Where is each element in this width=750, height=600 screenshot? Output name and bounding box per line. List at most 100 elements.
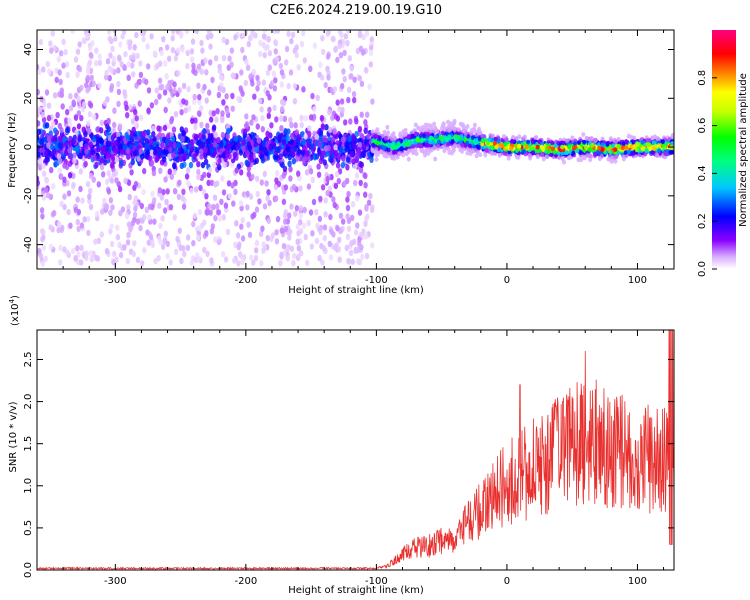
heatmap-cell: [597, 145, 602, 151]
heatmap-cell: [483, 152, 488, 158]
heatmap-cell: [265, 141, 270, 148]
heatmap-cell: [236, 260, 241, 267]
heatmap-cell: [135, 52, 140, 59]
heatmap-cell: [621, 156, 626, 162]
heatmap-cell: [44, 177, 49, 184]
heatmap-cell: [474, 132, 479, 138]
heatmap-cell: [335, 99, 340, 106]
heatmap-cell: [240, 217, 245, 224]
heatmap-cell: [179, 147, 185, 155]
heatmap-cell: [258, 50, 263, 58]
heatmap-cell: [199, 148, 204, 155]
heatmap-cell: [238, 85, 243, 92]
heatmap-cell: [51, 120, 56, 128]
heatmap-cell: [175, 235, 180, 243]
heatmap-cell: [90, 40, 95, 47]
heatmap-cell: [279, 115, 284, 122]
heatmap-cell: [256, 79, 261, 87]
heatmap-cell: [650, 150, 655, 155]
heatmap-cell: [251, 68, 257, 76]
heatmap-cell: [119, 160, 124, 167]
heatmap-cell: [61, 62, 66, 69]
heatmap-cell: [304, 169, 310, 176]
x-tick-label: -200: [235, 275, 258, 286]
heatmap-cell: [255, 123, 260, 130]
heatmap-cell: [243, 128, 248, 135]
heatmap-cell: [407, 148, 411, 154]
heatmap-cell: [99, 127, 104, 134]
heatmap-cell: [203, 57, 208, 64]
heatmap-cell: [259, 106, 264, 113]
heatmap-cell: [122, 144, 128, 151]
snr-y-axis-label: SNR (10 * v/v): [8, 401, 19, 472]
heatmap-cell: [368, 49, 374, 57]
snr-frame: [36, 329, 675, 571]
heatmap-cell: [124, 104, 129, 112]
heatmap-cell: [337, 153, 342, 161]
heatmap-cell: [194, 30, 199, 35]
heatmap-cell: [260, 114, 265, 122]
heatmap-cell: [277, 133, 282, 141]
heatmap-cell: [107, 35, 113, 42]
heatmap-cell: [67, 147, 72, 154]
heatmap-cell: [197, 255, 202, 263]
heatmap-cell: [85, 74, 91, 82]
heatmap-cell: [154, 87, 159, 94]
heatmap-cell: [396, 141, 401, 147]
heatmap-cell: [550, 140, 555, 146]
heatmap-cell: [216, 238, 222, 246]
heatmap-cell: [288, 69, 294, 76]
heatmap-cell: [234, 220, 239, 227]
heatmap-cell: [56, 226, 61, 234]
heatmap-cell: [335, 162, 341, 169]
heatmap-cell: [578, 150, 583, 156]
heatmap-cell: [190, 38, 196, 45]
heatmap-cell: [275, 30, 281, 34]
heatmap-cell: [193, 186, 199, 193]
heatmap-cell: [75, 48, 81, 55]
heatmap-cell: [179, 162, 184, 170]
heatmap-cell: [108, 197, 114, 204]
heatmap-cell: [132, 149, 137, 157]
heatmap-cell: [328, 213, 333, 221]
heatmap-cell: [280, 161, 285, 169]
heatmap-cell: [272, 104, 277, 112]
heatmap-cell: [670, 141, 674, 146]
heatmap-cell: [209, 257, 214, 264]
heatmap-cell: [341, 155, 346, 162]
heatmap-cell: [305, 150, 310, 157]
heatmap-cell: [587, 136, 592, 142]
heatmap-cell: [334, 171, 340, 178]
heatmap-cell: [189, 259, 195, 267]
heatmap-cell: [296, 253, 301, 260]
heatmap-cell: [52, 44, 57, 52]
heatmap-cell: [158, 84, 163, 91]
heatmap-cell: [59, 200, 64, 208]
heatmap-cell: [84, 148, 89, 155]
heatmap-cell: [234, 167, 239, 174]
heatmap-cell: [311, 198, 317, 206]
heatmap-cell: [269, 122, 274, 129]
heatmap-cell: [98, 137, 103, 144]
heatmap-cell: [179, 109, 184, 116]
heatmap-cell: [324, 124, 329, 131]
heatmap-cell: [186, 85, 191, 93]
heatmap-cell: [261, 33, 267, 40]
heatmap-cell: [87, 59, 93, 66]
heatmap-cell: [428, 135, 433, 141]
heatmap-cell: [492, 141, 497, 146]
heatmap-cell: [259, 230, 264, 238]
heatmap-cell: [279, 69, 285, 76]
heatmap-cell: [310, 230, 315, 237]
heatmap-cell: [144, 138, 150, 145]
heatmap-cell: [138, 114, 144, 121]
heatmap-cell: [414, 151, 419, 157]
heatmap-cell: [88, 102, 94, 109]
heatmap-cell: [199, 153, 204, 160]
heatmap-cell: [99, 119, 105, 127]
heatmap-cell: [153, 149, 158, 156]
heatmap-cell: [312, 106, 317, 113]
heatmap-cell: [79, 244, 84, 251]
heatmap-cell: [373, 134, 377, 140]
heatmap-cell: [126, 179, 132, 186]
